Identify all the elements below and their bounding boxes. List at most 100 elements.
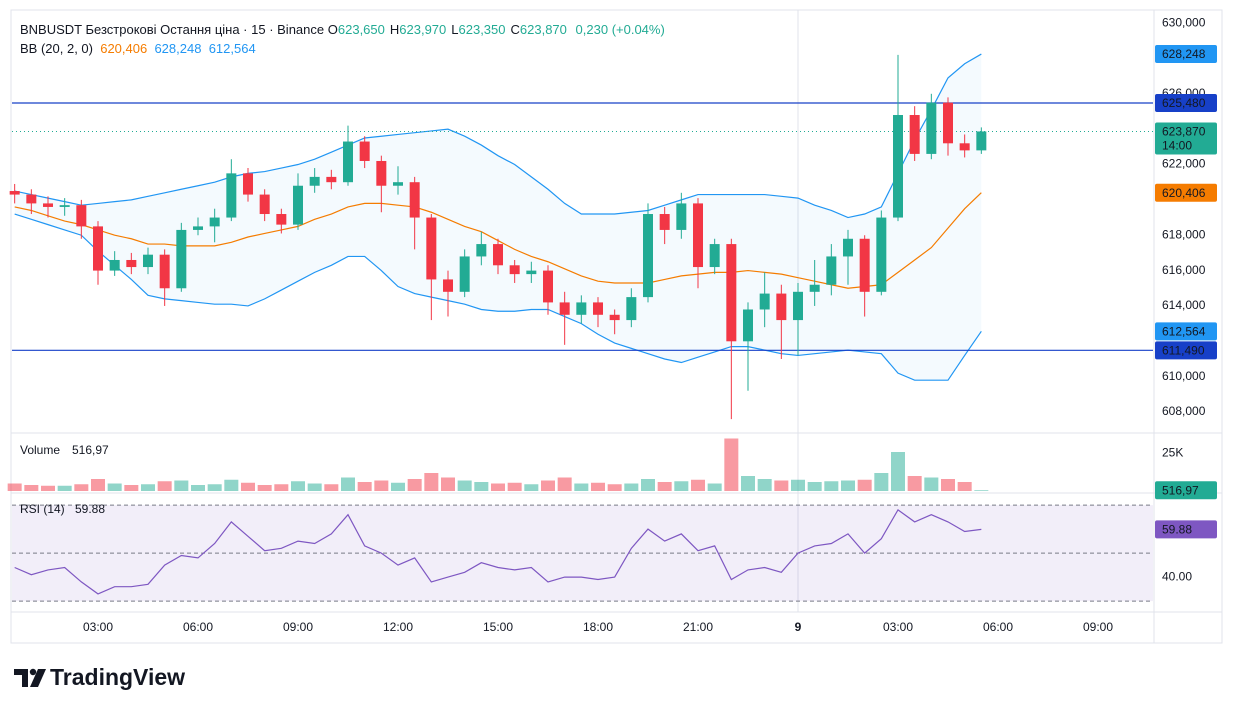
volume-bar: [957, 482, 972, 491]
candle-body: [76, 205, 87, 227]
ohlc-key: O: [327, 22, 338, 37]
bb-upper: [14, 53, 982, 219]
last-price-badge: 623,870: [1162, 125, 1206, 139]
candle-body: [26, 194, 37, 204]
y-tick-label: 630,000: [1162, 15, 1206, 29]
volume-bar: [891, 452, 905, 491]
volume-label: Volume: [20, 443, 60, 457]
x-tick-label: 21:00: [683, 620, 713, 634]
x-tick-label: 12:00: [383, 620, 413, 634]
candle-body: [309, 176, 320, 186]
volume-bar: [74, 484, 89, 491]
bb-lower: 612,564: [208, 41, 256, 56]
volume-bar: [591, 482, 605, 491]
candle-body: [926, 102, 937, 154]
y-tick-label: 614,000: [1162, 298, 1206, 312]
volume-bar: [657, 482, 672, 491]
candle-body: [343, 141, 353, 183]
candle-body: [659, 214, 670, 230]
hline-badge-bg: [1155, 93, 1217, 112]
y-tick-label: 610,000: [1162, 369, 1206, 383]
candle-body: [143, 254, 153, 268]
candle-body: [693, 203, 703, 268]
volume-bar: [457, 480, 472, 491]
candle-body: [843, 238, 853, 257]
rsi-badge: 59.88: [1162, 523, 1192, 537]
volume-bar: [674, 481, 689, 491]
candle-body: [776, 293, 787, 321]
symbol-line: BNBUSDT Безстрокові Остання ціна · 15 · …: [20, 20, 665, 39]
volume-badge: 516,97: [1162, 483, 1199, 497]
volume-bar: [757, 479, 772, 491]
volume-bar: [707, 483, 722, 491]
volume-bar: [207, 484, 222, 491]
volume-bar: [157, 481, 172, 491]
candle-body: [93, 226, 103, 271]
candle-body: [426, 217, 437, 280]
change-pct: (+0.04%): [611, 22, 665, 37]
bb-basis-badge-bg: [1155, 183, 1217, 202]
volume-value: 516,97: [72, 443, 109, 457]
bb-lower-badge-bg: [1155, 322, 1217, 341]
volume-bar: [874, 473, 889, 491]
candle-body: [193, 226, 203, 230]
candle-body: [809, 284, 820, 292]
rsi-badge-bg: [1155, 520, 1217, 539]
volume-bar: [857, 479, 872, 491]
x-tick-label: 09:00: [1083, 620, 1113, 634]
volume-bar: [291, 481, 305, 491]
bb-label: BB (20, 2, 0): [20, 41, 93, 56]
bb-upper: 628,248: [154, 41, 202, 56]
volume-tick-label: 25K: [1162, 446, 1183, 460]
volume-bar: [557, 477, 572, 491]
candle-body: [959, 143, 970, 151]
brand: TradingView: [14, 664, 185, 691]
candle-body: [593, 302, 603, 315]
volume-bar: [791, 479, 805, 491]
volume-bar: [491, 483, 505, 491]
countdown: 14:00: [1162, 139, 1192, 153]
volume-bar: [241, 482, 255, 491]
candle-body: [859, 238, 870, 292]
ohlc-value: 623,350: [458, 22, 506, 37]
rsi-label: RSI (14): [20, 502, 65, 516]
bb-upper-badge: 628,248: [1162, 47, 1206, 61]
candle-body: [176, 229, 187, 289]
x-tick-label: 9: [795, 620, 802, 634]
x-tick-label: 09:00: [283, 620, 313, 634]
volume-bar: [274, 484, 289, 491]
volume-bar: [24, 485, 39, 491]
x-tick-label: 06:00: [983, 620, 1013, 634]
volume-bar: [724, 438, 739, 491]
candle-body: [109, 259, 120, 271]
chart: 03:00 06:00 09:00 12:00 15:00 18:00 21:00 9 03:0…: [7, 9, 1223, 644]
volume-bar: [941, 479, 955, 491]
candle-body: [276, 214, 287, 225]
candle-body: [893, 115, 903, 218]
volume-bar: [741, 476, 755, 491]
volume-bar: [474, 482, 489, 491]
ohlc-key: L: [451, 22, 459, 37]
candle-body: [609, 314, 620, 321]
hline-badge: 611,490: [1162, 343, 1205, 357]
volume-bar: [57, 485, 72, 491]
candle-body: [159, 254, 170, 289]
candle-body: [59, 205, 70, 207]
candle-body: [709, 244, 720, 268]
candle-body: [43, 203, 53, 207]
volume-bar: [124, 485, 139, 491]
ohlc-value: 623,650: [337, 22, 385, 37]
candle-body: [393, 182, 403, 186]
change: 0,230: [575, 22, 609, 37]
y-tick-label: 616,000: [1162, 263, 1206, 277]
ohlc-key: H: [389, 22, 400, 37]
last-price-badge-bg: [1155, 122, 1217, 155]
rsi-value: 59.88: [75, 502, 105, 516]
legend: BNBUSDT Безстрокові Остання ціна · 15 · …: [20, 20, 665, 58]
candle-body: [543, 270, 553, 303]
band-fill: [14, 54, 982, 381]
y-tick-label: 622,000: [1162, 157, 1206, 171]
volume-bar: [524, 484, 539, 491]
volume-bar: [974, 490, 989, 491]
ohlc-value: 623,970: [399, 22, 447, 37]
